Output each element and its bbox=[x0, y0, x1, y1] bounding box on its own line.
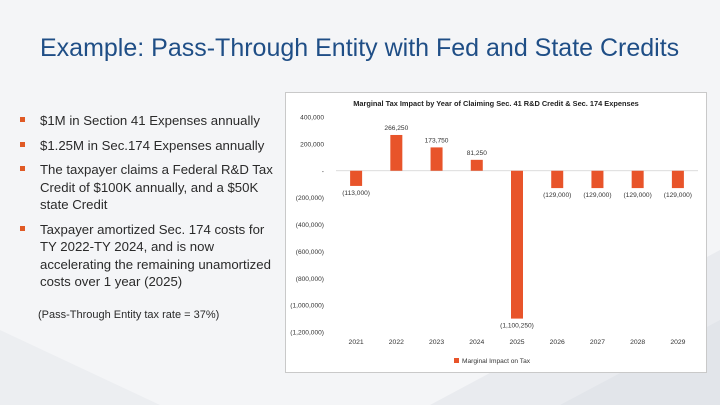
bar bbox=[350, 170, 363, 186]
data-label: (129,000) bbox=[543, 192, 571, 199]
data-label: (129,000) bbox=[664, 192, 692, 199]
y-tick-label: (400,000) bbox=[296, 222, 324, 229]
legend-swatch bbox=[454, 358, 459, 363]
tax-rate-note: (Pass-Through Entity tax rate = 37%) bbox=[38, 309, 220, 321]
x-tick-label: 2026 bbox=[550, 339, 565, 346]
x-tick-label: 2025 bbox=[509, 339, 524, 346]
bar-chart: Marginal Tax Impact by Year of Claiming … bbox=[290, 99, 698, 365]
data-label: 173,750 bbox=[425, 137, 449, 144]
bar bbox=[591, 170, 604, 189]
bullet-text: $1M in Section 41 Expenses annually bbox=[40, 113, 260, 128]
square-bullet-icon bbox=[20, 225, 25, 231]
data-label: (1,100,250) bbox=[500, 323, 534, 330]
square-bullet-icon bbox=[20, 117, 25, 122]
y-tick-label: 200,000 bbox=[300, 141, 324, 148]
square-bullet-icon bbox=[20, 166, 25, 171]
legend-label: Marginal Impact on Tax bbox=[462, 358, 531, 365]
x-tick-label: 2022 bbox=[389, 339, 404, 346]
x-tick-label: 2023 bbox=[429, 339, 444, 346]
bar bbox=[470, 159, 483, 171]
y-tick-label: (1,000,000) bbox=[290, 303, 324, 310]
chart-container: Marginal Tax Impact by Year of Claiming … bbox=[285, 92, 707, 373]
y-tick-label: 400,000 bbox=[300, 115, 324, 122]
x-tick-label: 2027 bbox=[590, 339, 605, 346]
bar bbox=[511, 170, 523, 319]
y-tick-label: (600,000) bbox=[296, 249, 324, 256]
bullet-list: $1M in Section 41 Expenses annually $1.2… bbox=[18, 112, 280, 298]
data-label: 266,250 bbox=[384, 125, 408, 132]
data-label: 81,250 bbox=[467, 150, 488, 157]
bar bbox=[551, 170, 564, 189]
y-tick-label: (800,000) bbox=[296, 276, 324, 283]
y-tick-label: (1,200,000) bbox=[290, 330, 324, 337]
x-tick-label: 2028 bbox=[630, 339, 645, 346]
x-tick-label: 2029 bbox=[670, 339, 685, 346]
bullet-item: $1.25M in Sec.174 Expenses annually bbox=[18, 137, 280, 155]
bullet-item: $1M in Section 41 Expenses annually bbox=[18, 112, 280, 130]
data-label: (113,000) bbox=[342, 190, 370, 197]
slide-title: Example: Pass-Through Entity with Fed an… bbox=[40, 34, 680, 62]
data-label: (129,000) bbox=[583, 192, 611, 199]
data-label: (129,000) bbox=[624, 192, 652, 199]
bullet-text: The taxpayer claims a Federal R&D Tax Cr… bbox=[40, 162, 273, 212]
bullet-text: Taxpayer amortized Sec. 174 costs for TY… bbox=[40, 221, 271, 290]
bar bbox=[671, 170, 684, 189]
y-tick-label: - bbox=[322, 168, 324, 175]
y-tick-label: (200,000) bbox=[296, 195, 324, 202]
bar bbox=[430, 147, 443, 171]
bullet-item: The taxpayer claims a Federal R&D Tax Cr… bbox=[18, 161, 280, 214]
x-tick-label: 2024 bbox=[469, 339, 484, 346]
bullet-text: $1.25M in Sec.174 Expenses annually bbox=[40, 137, 265, 153]
square-bullet-icon bbox=[20, 141, 25, 147]
bar bbox=[631, 170, 644, 189]
bullet-item: Taxpayer amortized Sec. 174 costs for TY… bbox=[18, 221, 280, 291]
chart-title: Marginal Tax Impact by Year of Claiming … bbox=[353, 99, 639, 108]
x-tick-label: 2021 bbox=[349, 339, 364, 346]
bar bbox=[390, 134, 403, 171]
